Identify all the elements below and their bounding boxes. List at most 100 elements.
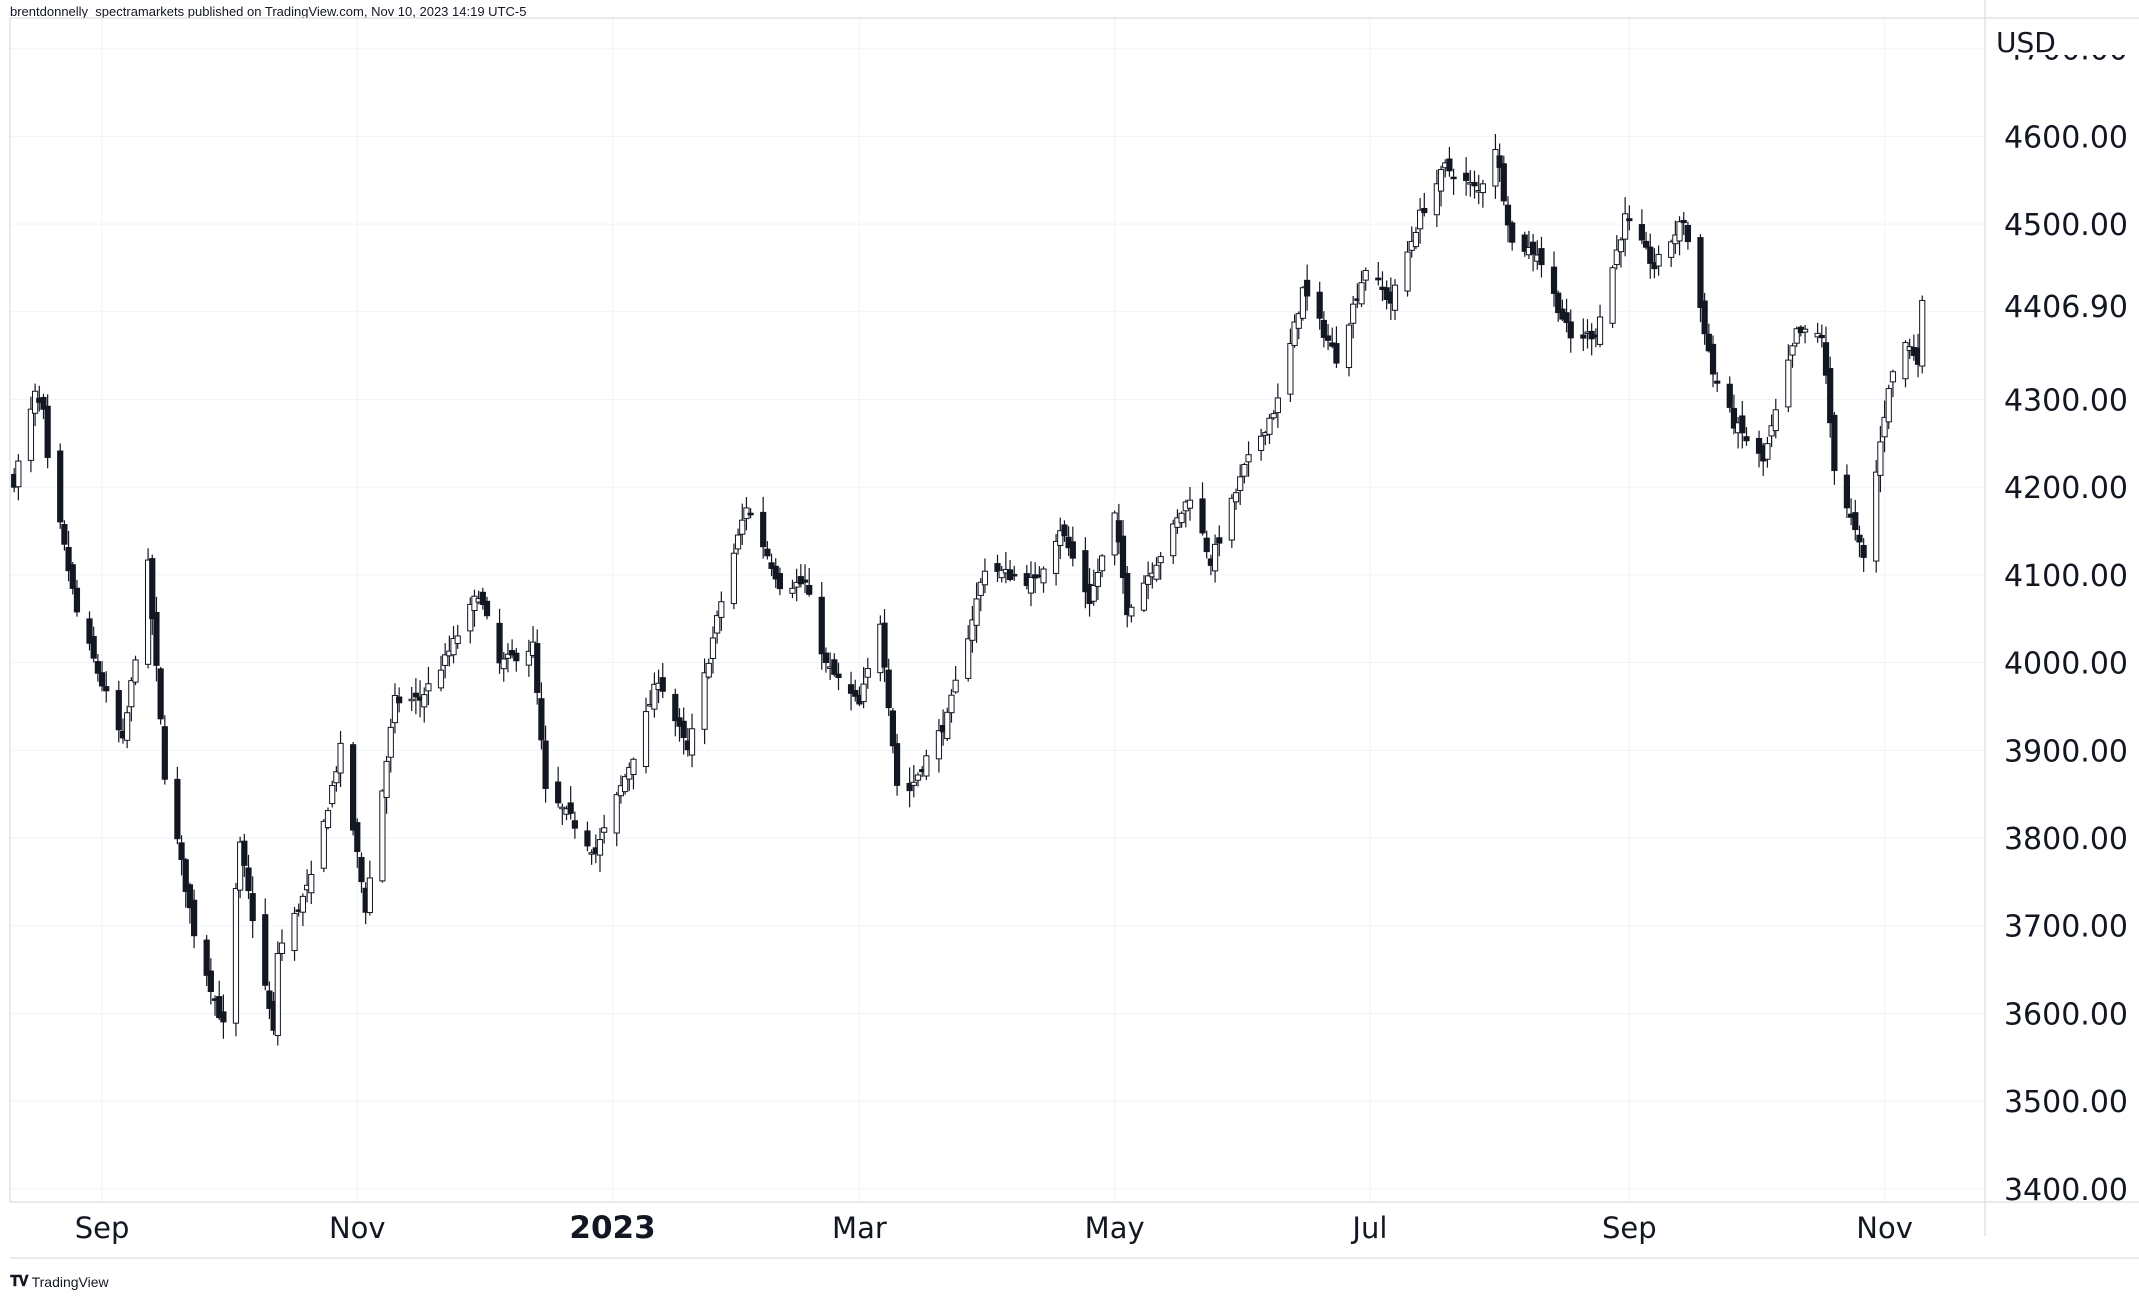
- candle-body: [852, 689, 859, 697]
- candle: [835, 662, 842, 691]
- candle-body: [1885, 388, 1892, 423]
- candle: [220, 994, 227, 1039]
- candle-body: [1446, 158, 1453, 172]
- candle-body: [1375, 277, 1382, 281]
- candle-body: [718, 601, 725, 618]
- candle-body: [651, 683, 658, 710]
- candle: [881, 609, 888, 683]
- candle-body: [906, 782, 913, 792]
- candle: [1743, 427, 1750, 446]
- candle: [571, 811, 578, 839]
- candle-body: [262, 914, 269, 986]
- candle: [847, 671, 855, 711]
- price-tick-label: 3900.00: [2004, 734, 2128, 769]
- candle: [1232, 488, 1240, 510]
- candle: [350, 741, 357, 836]
- candle-body: [1115, 520, 1122, 543]
- candle-body: [973, 598, 980, 626]
- candle: [852, 679, 859, 702]
- candle: [161, 715, 168, 785]
- last-price-label: 4406.90: [1986, 285, 2139, 326]
- candle-body: [1099, 555, 1106, 572]
- candle-body: [291, 912, 298, 952]
- candle: [1186, 486, 1194, 521]
- candle-body: [680, 720, 687, 739]
- candle: [801, 564, 809, 594]
- candle-body: [1822, 342, 1830, 376]
- candle: [1115, 503, 1122, 555]
- candle-body: [1764, 443, 1771, 460]
- currency-label[interactable]: USD: [1988, 29, 2136, 57]
- candle: [337, 730, 344, 787]
- candle-body: [1304, 279, 1311, 297]
- candle-body: [1860, 544, 1867, 558]
- candle-body: [383, 760, 390, 798]
- candle-body: [358, 856, 365, 883]
- candle: [245, 854, 252, 900]
- candle-body: [1412, 231, 1420, 248]
- candle-body: [914, 774, 922, 781]
- candle: [1538, 236, 1545, 278]
- candle-body: [571, 820, 578, 829]
- candle-body: [793, 581, 800, 588]
- candle: [994, 554, 1001, 582]
- price-tick-label: 4300.00: [2004, 384, 2128, 419]
- candle: [98, 661, 106, 692]
- candle: [40, 393, 47, 420]
- candle-body: [442, 654, 449, 666]
- price-tick-label: 4200.00: [2004, 471, 2128, 506]
- candle-body: [1011, 573, 1018, 577]
- candle-body: [266, 990, 273, 1009]
- candle-body: [1843, 474, 1851, 509]
- candle: [1211, 534, 1219, 583]
- candle: [1555, 290, 1562, 322]
- candle: [1170, 519, 1177, 565]
- candle-body: [153, 611, 160, 666]
- candle: [1417, 198, 1424, 244]
- candle-body: [659, 677, 666, 692]
- candle-body: [776, 573, 784, 590]
- candle: [1496, 143, 1503, 182]
- candle-body: [354, 822, 361, 853]
- tradingview-brand-text: TradingView: [31, 1273, 109, 1290]
- candle-body: [789, 587, 796, 594]
- candle: [299, 893, 307, 927]
- candle-body: [1613, 249, 1620, 266]
- tradingview-attribution[interactable]: 𝐓𝐕 TradingView: [10, 1273, 109, 1290]
- candle: [1090, 569, 1097, 606]
- candle: [1270, 410, 1277, 420]
- candle-body: [1676, 221, 1683, 242]
- candle-body: [1701, 300, 1708, 335]
- candle-body: [910, 781, 917, 786]
- candle: [542, 725, 549, 803]
- candle: [1295, 311, 1302, 340]
- candle: [1889, 369, 1897, 398]
- candle: [1613, 235, 1620, 270]
- candle: [1241, 462, 1248, 484]
- candle-body: [1178, 512, 1185, 524]
- candle: [1609, 265, 1616, 328]
- candle-body: [467, 603, 474, 632]
- candle: [1304, 264, 1311, 311]
- candle: [266, 981, 273, 1020]
- candle-body: [1563, 312, 1570, 323]
- candle: [768, 553, 775, 577]
- candle-body: [1245, 454, 1252, 463]
- candle-body: [1642, 240, 1650, 248]
- candle: [1881, 400, 1888, 453]
- candle-body: [1889, 371, 1897, 383]
- candle: [1772, 398, 1779, 439]
- time-tick-label: Jul: [1350, 1211, 1387, 1245]
- candle: [203, 935, 210, 987]
- candle-body: [483, 600, 491, 617]
- candle: [479, 587, 486, 610]
- candle: [1446, 147, 1453, 177]
- candle: [408, 686, 415, 712]
- candle: [1421, 192, 1428, 217]
- candle-body: [889, 710, 896, 747]
- candle: [1860, 538, 1867, 572]
- candle-body: [584, 830, 591, 847]
- candle-body: [513, 652, 520, 662]
- candle-body: [893, 743, 901, 786]
